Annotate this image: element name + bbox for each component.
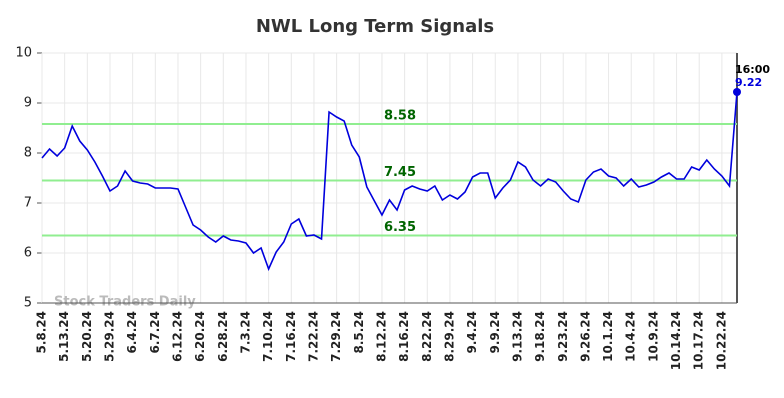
y-tick-label: 10	[15, 46, 32, 61]
x-tick-label: 6.12.24	[170, 311, 184, 362]
x-tick-label: 7.16.24	[284, 311, 298, 362]
x-tick-label: 8.5.24	[352, 311, 366, 354]
y-tick-label: 5	[24, 296, 32, 311]
x-tick-label: 10.4.24	[624, 311, 638, 362]
x-tick-label: 7.29.24	[329, 311, 343, 362]
x-tick-label: 10.22.24	[714, 311, 728, 370]
signal-label: 7.45	[384, 165, 416, 180]
x-tick-label: 9.4.24	[465, 311, 479, 354]
x-tick-label: 6.28.24	[216, 311, 230, 362]
last-value-label: 9.22	[735, 76, 762, 89]
last-point	[733, 88, 741, 96]
x-tick-label: 10.9.24	[646, 311, 660, 362]
x-tick-label: 5.8.24	[35, 311, 49, 354]
x-tick-label: 7.10.24	[261, 311, 275, 362]
y-tick-label: 6	[24, 246, 32, 261]
last-time-label: 16:00	[735, 63, 770, 76]
x-tick-label: 5.13.24	[57, 311, 71, 362]
x-tick-label: 7.3.24	[238, 311, 252, 354]
signal-label: 6.35	[384, 220, 416, 235]
chart-title: NWL Long Term Signals	[256, 16, 494, 37]
x-tick-label: 8.22.24	[420, 311, 434, 362]
y-tick-label: 7	[24, 196, 32, 211]
x-tick-label: 8.16.24	[397, 311, 411, 362]
x-tick-label: 6.7.24	[148, 311, 162, 354]
x-tick-label: 9.18.24	[533, 311, 547, 362]
x-tick-label: 9.26.24	[578, 311, 592, 362]
x-tick-label: 6.20.24	[193, 311, 207, 362]
x-tick-label: 9.13.24	[510, 311, 524, 362]
signal-label: 8.58	[384, 109, 416, 124]
x-tick-label: 9.9.24	[488, 311, 502, 354]
y-tick-label: 9	[24, 96, 32, 111]
x-tick-label: 5.20.24	[80, 311, 94, 362]
x-tick-label: 5.29.24	[102, 311, 116, 362]
y-tick-label: 8	[24, 146, 32, 161]
x-tick-label: 10.1.24	[601, 311, 615, 362]
x-tick-label: 8.29.24	[442, 311, 456, 362]
x-tick-label: 10.14.24	[669, 311, 683, 370]
x-tick-label: 8.12.24	[374, 311, 388, 362]
x-tick-label: 6.4.24	[125, 311, 139, 354]
x-tick-label: 7.22.24	[306, 311, 320, 362]
x-tick-label: 9.23.24	[556, 311, 570, 362]
price-line	[41, 91, 738, 272]
x-tick-label: 10.17.24	[692, 311, 706, 370]
watermark: Stock Traders Daily	[54, 295, 196, 310]
